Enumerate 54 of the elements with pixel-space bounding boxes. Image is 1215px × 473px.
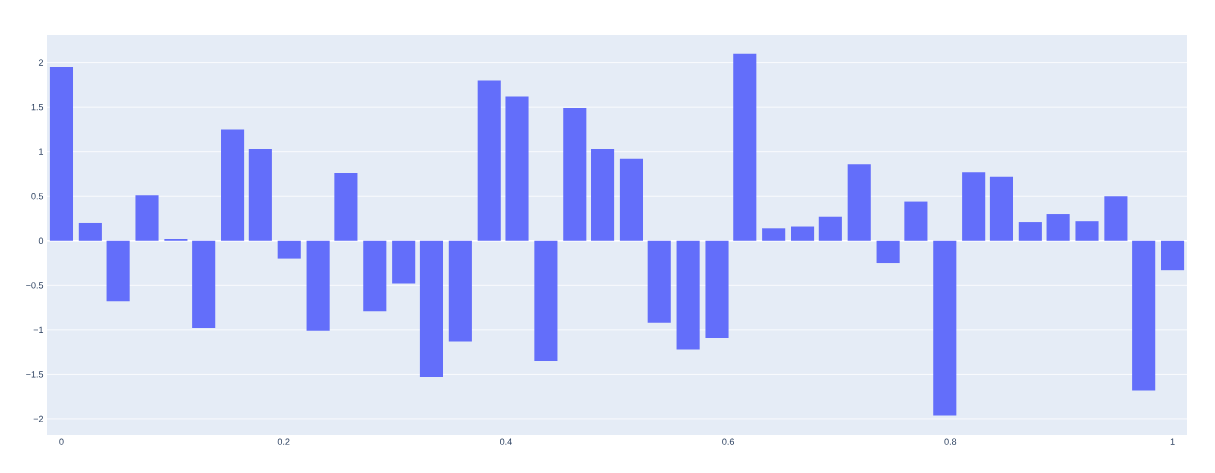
bar	[477, 80, 501, 241]
bar	[647, 240, 671, 323]
bar	[363, 240, 387, 312]
bar	[1075, 221, 1099, 241]
bar	[192, 240, 216, 329]
bar	[419, 240, 444, 378]
bar	[49, 67, 74, 241]
bar	[135, 195, 159, 241]
bar	[106, 240, 130, 302]
bar	[448, 240, 472, 342]
y-tick-label: 0.5	[31, 193, 44, 200]
bar	[676, 240, 700, 350]
bar	[733, 53, 757, 241]
bar	[818, 216, 842, 241]
bar	[762, 228, 786, 241]
bar	[962, 172, 986, 241]
bar	[619, 158, 644, 241]
y-tick-label: 1.5	[31, 104, 44, 111]
y-tick-label: −2	[33, 415, 44, 423]
bar	[563, 108, 587, 241]
bar	[505, 96, 529, 241]
bar	[1018, 222, 1042, 241]
bar	[705, 240, 729, 338]
y-tick-label: 2	[38, 59, 44, 66]
bar	[591, 149, 615, 241]
bar	[1104, 196, 1128, 241]
bar	[248, 149, 272, 241]
bar	[904, 201, 928, 241]
bar	[1046, 214, 1070, 241]
bar	[1132, 240, 1156, 391]
bar	[306, 240, 330, 331]
bar	[392, 240, 416, 284]
y-tick-label: −1	[33, 326, 44, 333]
bar	[334, 173, 358, 241]
y-tick-label: −0.5	[26, 282, 44, 289]
x-tick-label: 0.4	[499, 438, 512, 445]
x-tick-label: 1	[1170, 438, 1175, 445]
y-tick-label: −1.5	[26, 371, 44, 378]
bar	[791, 226, 815, 241]
x-tick-label: 0.6	[722, 438, 734, 445]
y-tick-label: 0	[38, 237, 44, 244]
x-tick-label: 0.8	[944, 438, 957, 445]
x-tick-label: 0.2	[277, 438, 290, 445]
bar	[989, 176, 1013, 241]
bar	[847, 164, 871, 241]
y-tick-label: 1	[39, 148, 44, 155]
bar	[277, 240, 301, 259]
bar	[221, 129, 245, 241]
bar	[78, 222, 102, 241]
bar	[1161, 240, 1185, 271]
x-tick-label: 0	[59, 438, 64, 445]
bar	[534, 240, 558, 362]
bar	[933, 240, 957, 416]
bar	[876, 240, 900, 264]
